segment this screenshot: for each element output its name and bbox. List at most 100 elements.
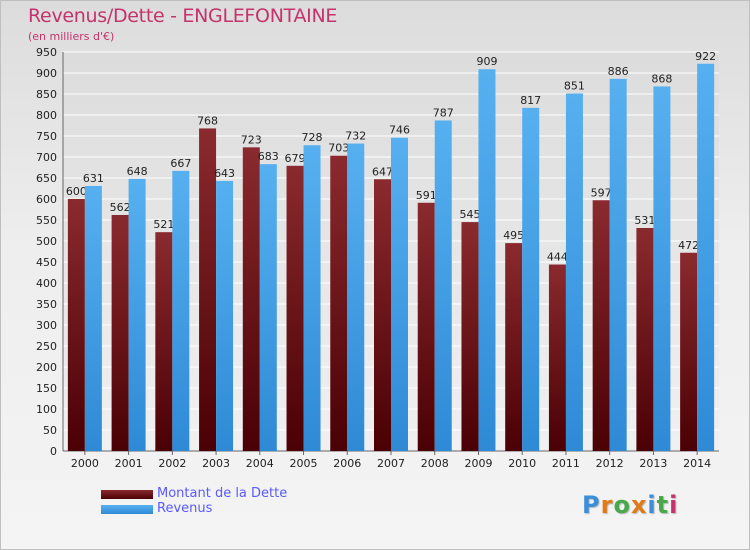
bar-revenue-2012: [609, 78, 627, 451]
x-tick-label: 2000: [71, 457, 99, 470]
bar-revenue-2014: [697, 63, 715, 451]
x-tick-label: 2001: [115, 457, 143, 470]
bar-debt-2009: [461, 222, 479, 451]
bar-debt-2005: [286, 165, 304, 451]
data-label-debt-2006: 703: [328, 142, 349, 155]
y-tick-label: 400: [36, 277, 57, 290]
data-label-revenue-2009: 909: [476, 55, 497, 68]
data-label-debt-2013: 531: [634, 214, 655, 227]
data-label-revenue-2005: 728: [302, 131, 323, 144]
bar-debt-2002: [155, 232, 173, 451]
data-label-revenue-2006: 732: [345, 130, 366, 143]
y-tick-label: 850: [36, 88, 57, 101]
data-label-revenue-2010: 817: [520, 94, 541, 107]
legend-label-revenue: Revenus: [157, 501, 213, 516]
x-tick-label: 2005: [290, 457, 318, 470]
data-label-revenue-2014: 922: [695, 50, 716, 63]
y-tick-label: 500: [36, 235, 57, 248]
data-label-revenue-2004: 683: [258, 150, 279, 163]
x-tick-label: 2010: [508, 457, 536, 470]
legend-label-debt: Montant de la Dette: [157, 486, 288, 501]
bar-revenue-2006: [347, 143, 365, 451]
bar-debt-2012: [592, 200, 610, 451]
data-label-revenue-2008: 787: [433, 106, 454, 119]
y-tick-label: 100: [36, 403, 57, 416]
bar-debt-2004: [242, 147, 260, 451]
data-label-debt-2001: 562: [110, 201, 131, 214]
data-label-debt-2009: 545: [459, 208, 480, 221]
bar-revenue-2013: [653, 86, 671, 451]
bar-revenue-2005: [303, 145, 321, 452]
bar-debt-2007: [374, 179, 391, 451]
y-tick-label: 150: [36, 382, 57, 395]
data-label-revenue-2011: 851: [564, 80, 585, 93]
y-tick-label: 550: [36, 214, 57, 227]
data-label-debt-2011: 444: [547, 251, 568, 264]
chart-subtitle: (en milliers d'€): [28, 30, 115, 43]
y-tick-label: 600: [36, 193, 57, 206]
bar-revenue-2010: [522, 107, 540, 452]
data-label-revenue-2012: 886: [608, 65, 629, 78]
data-label-debt-2005: 679: [285, 152, 306, 165]
bar-revenue-2008: [434, 120, 452, 452]
data-label-debt-2007: 647: [372, 165, 393, 178]
bar-debt-2014: [680, 252, 698, 451]
data-label-revenue-2001: 648: [127, 165, 148, 178]
data-label-debt-2000: 600: [66, 185, 87, 198]
y-tick-label: 750: [36, 130, 57, 143]
data-label-debt-2014: 472: [678, 239, 699, 252]
bar-debt-2006: [330, 155, 348, 452]
data-label-debt-2010: 495: [503, 229, 524, 242]
legend-swatch-revenue: [101, 505, 153, 514]
bar-revenue-2000: [84, 185, 102, 452]
data-label-revenue-2013: 868: [651, 72, 672, 85]
x-tick-label: 2011: [552, 457, 580, 470]
bar-debt-2001: [111, 214, 129, 451]
y-tick-label: 300: [36, 319, 57, 332]
logo-letter: P: [582, 491, 601, 519]
chart-title: Revenus/Dette - ENGLEFONTAINE: [28, 5, 338, 27]
x-tick-label: 2008: [421, 457, 449, 470]
data-label-debt-2004: 723: [241, 133, 262, 146]
y-tick-label: 250: [36, 340, 57, 353]
bar-revenue-2011: [565, 93, 583, 451]
x-tick-label: 2004: [246, 457, 274, 470]
bar-revenue-2003: [216, 180, 234, 451]
x-tick-label: 2012: [596, 457, 624, 470]
bar-debt-2010: [505, 243, 523, 451]
proxiti-logo: Proxiti: [582, 491, 678, 519]
legend-swatch-debt: [101, 490, 153, 499]
x-tick-label: 2007: [377, 457, 405, 470]
y-tick-label: 350: [36, 298, 57, 311]
x-tick-label: 2003: [202, 457, 230, 470]
y-tick-label: 650: [36, 172, 57, 185]
x-tick-label: 2006: [333, 457, 361, 470]
logo-letter: i: [669, 491, 679, 519]
y-tick-label: 950: [36, 46, 57, 59]
x-tick-label: 2009: [464, 457, 492, 470]
logo-letter: t: [656, 491, 670, 519]
bar-debt-2000: [67, 199, 85, 451]
y-tick-label: 0: [50, 445, 57, 458]
logo-letter: x: [630, 491, 648, 519]
bar-revenue-2004: [259, 164, 277, 451]
x-tick-label: 2002: [158, 457, 186, 470]
y-tick-label: 450: [36, 256, 57, 269]
bar-debt-2011: [548, 264, 566, 451]
data-label-revenue-2002: 667: [170, 157, 191, 170]
data-label-debt-2012: 597: [591, 186, 612, 199]
data-label-revenue-2000: 631: [83, 172, 104, 185]
x-tick-label: 2014: [683, 457, 711, 470]
bar-revenue-2001: [128, 178, 146, 451]
data-label-debt-2003: 768: [197, 114, 218, 127]
y-tick-label: 700: [36, 151, 57, 164]
bar-debt-2003: [199, 128, 217, 451]
x-tick-label: 2013: [639, 457, 667, 470]
logo-letter: r: [600, 491, 614, 519]
y-tick-label: 50: [43, 424, 57, 437]
y-tick-label: 200: [36, 361, 57, 374]
y-tick-label: 900: [36, 67, 57, 80]
y-tick-label: 800: [36, 109, 57, 122]
